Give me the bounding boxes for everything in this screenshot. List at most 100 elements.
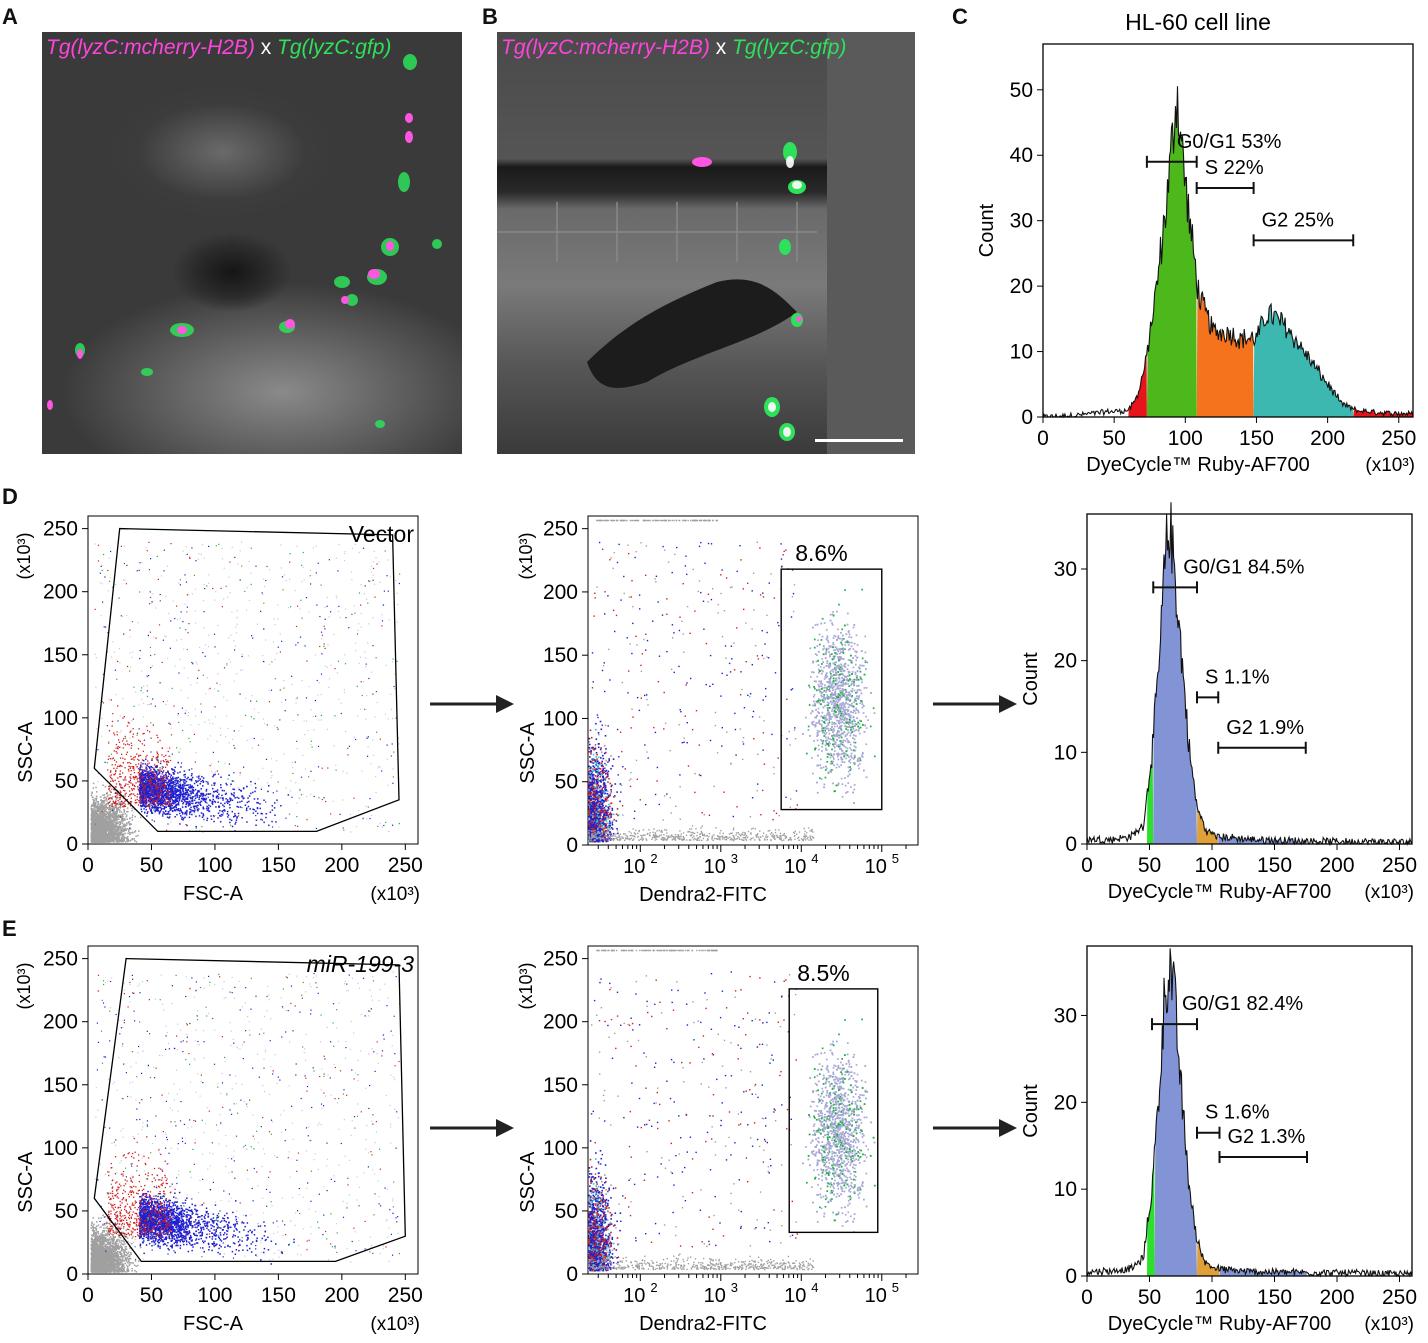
scatter-point	[231, 825, 234, 828]
scatter-point	[199, 803, 201, 805]
scatter-point	[184, 811, 187, 813]
scatter-point	[106, 795, 108, 798]
scatter-point	[198, 775, 200, 777]
scatter-point	[220, 813, 222, 816]
microscopy-cells-b	[497, 32, 915, 454]
scatter-point	[147, 791, 150, 793]
scatter-point	[97, 826, 99, 828]
scatter-point	[366, 598, 368, 600]
scatter-point	[169, 816, 171, 818]
scatter-point	[93, 803, 95, 805]
scatter-point	[124, 800, 126, 802]
scatter-point	[193, 790, 195, 792]
scatter-point	[182, 801, 185, 804]
scatter-point	[92, 798, 94, 801]
scatter-point	[112, 815, 114, 817]
scatter-point	[142, 798, 144, 800]
scatter-point	[219, 809, 221, 812]
scatter-point	[224, 802, 226, 805]
scatter-point	[113, 814, 116, 816]
scatter-point	[170, 778, 172, 780]
scatter-point	[175, 785, 177, 787]
scatter-point	[123, 824, 126, 826]
scatter-point	[105, 823, 108, 826]
scatter-point	[151, 780, 153, 782]
scatter-point	[186, 801, 188, 803]
scatter-point	[123, 817, 125, 820]
scatter-point	[265, 758, 268, 760]
scatter-point	[102, 805, 104, 807]
scatter-point	[146, 770, 148, 772]
scatter-point	[103, 818, 105, 821]
scatter-point	[153, 777, 155, 780]
scatter-point	[108, 840, 111, 842]
scatter-point	[138, 755, 140, 757]
scatter-point	[176, 813, 178, 816]
scatter-point	[122, 825, 124, 827]
scatter-point	[217, 797, 220, 800]
scatter-point	[183, 779, 186, 781]
scatter-point	[110, 753, 112, 755]
scatter-point	[103, 807, 106, 809]
scatter-point	[147, 782, 149, 785]
scatter-point	[375, 557, 377, 559]
scatter-point	[95, 821, 98, 823]
scatter-point	[173, 800, 176, 803]
scatter-point	[95, 786, 97, 789]
scatter-point	[122, 717, 124, 719]
scatter-point	[321, 634, 323, 636]
scatter-point	[265, 813, 268, 815]
scatter-point	[110, 774, 112, 776]
scatter-point	[199, 783, 201, 785]
scatter-point	[152, 798, 154, 800]
scatter-point	[137, 772, 139, 774]
scatter-point	[156, 758, 158, 761]
scatter-point	[353, 797, 355, 799]
scatter-point	[132, 832, 134, 834]
scatter-point	[194, 797, 197, 799]
scatter-point	[264, 585, 266, 588]
scatter-point	[118, 803, 120, 806]
scatter-point	[119, 783, 121, 785]
scatter-point	[187, 796, 189, 798]
scatter-point	[114, 773, 116, 775]
scatter-point	[189, 796, 191, 799]
scatter-point	[141, 796, 144, 799]
scatter-point	[92, 816, 95, 818]
scatter-point	[152, 789, 155, 791]
scatter-point	[151, 759, 153, 761]
scatter-point	[94, 811, 96, 814]
scatter-point	[107, 837, 109, 840]
scatter-point	[217, 817, 219, 819]
scatter-point	[157, 736, 159, 739]
scatter-point	[166, 778, 169, 780]
scatter-point	[199, 795, 201, 797]
scatter-point	[166, 763, 168, 765]
scatter-point	[162, 770, 164, 773]
scatter-point	[163, 812, 166, 814]
scatter-point	[132, 776, 134, 779]
scatter-point	[186, 798, 189, 801]
scatter-point	[196, 807, 198, 809]
scatter-point	[104, 832, 107, 835]
scatter-point	[118, 841, 120, 843]
scatter-point	[246, 801, 249, 804]
scatter-point	[106, 828, 108, 830]
scatter-point	[135, 775, 137, 777]
scatter-point	[198, 815, 201, 817]
scatter-point	[257, 711, 260, 714]
scatter-point	[157, 773, 159, 776]
scatter-point	[102, 812, 105, 814]
scatter-point	[100, 811, 102, 813]
scatter-point	[153, 794, 155, 796]
scatter-point	[174, 810, 177, 812]
scatter-point	[172, 793, 175, 795]
scatter-point	[158, 791, 160, 793]
scatter-point	[97, 808, 99, 810]
scatter-point	[280, 544, 282, 546]
scatter-point	[112, 800, 114, 802]
scatter-point	[102, 815, 104, 817]
scatter-point	[116, 789, 119, 792]
scatter-point	[106, 793, 108, 795]
scatter-point	[99, 827, 102, 830]
